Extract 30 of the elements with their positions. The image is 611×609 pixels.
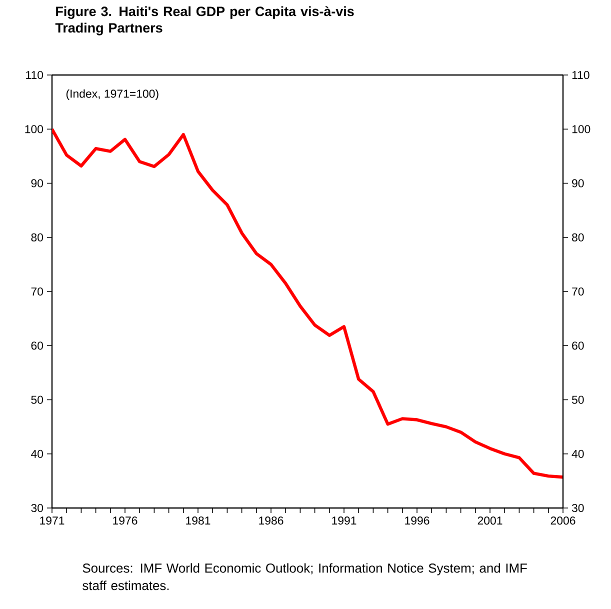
y-tick-label: 50 — [31, 396, 44, 404]
y2-tick-label: 80 — [572, 233, 584, 242]
x-tick-label: 1981 — [186, 516, 210, 525]
y2-tick-label: 110 — [572, 70, 590, 80]
y2-tick-label: 90 — [572, 179, 584, 188]
y-tick-label: 110 — [26, 70, 44, 80]
x-tick-label: 1991 — [332, 516, 356, 525]
chart-title: Figure 3. Haiti's Real GDP per Capita vis-à-vis Trading Partners — [55, 6, 354, 36]
line-series — [52, 128, 564, 479]
y-tick-label: 30 — [31, 504, 44, 512]
x-tick-label: 1986 — [259, 516, 284, 525]
y-tick-label: 70 — [31, 287, 44, 296]
y2-tick-label: 60 — [572, 342, 584, 350]
x-tick-label: 2006 — [550, 516, 576, 525]
x-tick-label: 1976 — [113, 516, 138, 525]
annotation: (Index, 1971=100) — [66, 89, 158, 100]
x-tick-label: 1971 — [40, 516, 64, 525]
x-tick-label: 1996 — [405, 516, 430, 525]
source-note: Sources: IMF World Economic Outlook; Information Notice System; and IMF staff estimates. — [82, 563, 527, 590]
y-tick-label: 100 — [25, 125, 44, 134]
y2-tick-label: 50 — [572, 396, 584, 404]
y-tick-label: 40 — [31, 450, 44, 458]
y-tick-label: 80 — [31, 233, 44, 242]
y-tick-label: 90 — [31, 179, 44, 188]
y-tick-label: 60 — [31, 342, 44, 350]
x-tick-label: 2001 — [478, 516, 502, 525]
y2-tick-label: 40 — [572, 450, 584, 458]
y2-tick-label: 70 — [572, 287, 584, 296]
y2-tick-label: 30 — [572, 504, 584, 512]
y2-tick-label: 100 — [572, 125, 590, 134]
